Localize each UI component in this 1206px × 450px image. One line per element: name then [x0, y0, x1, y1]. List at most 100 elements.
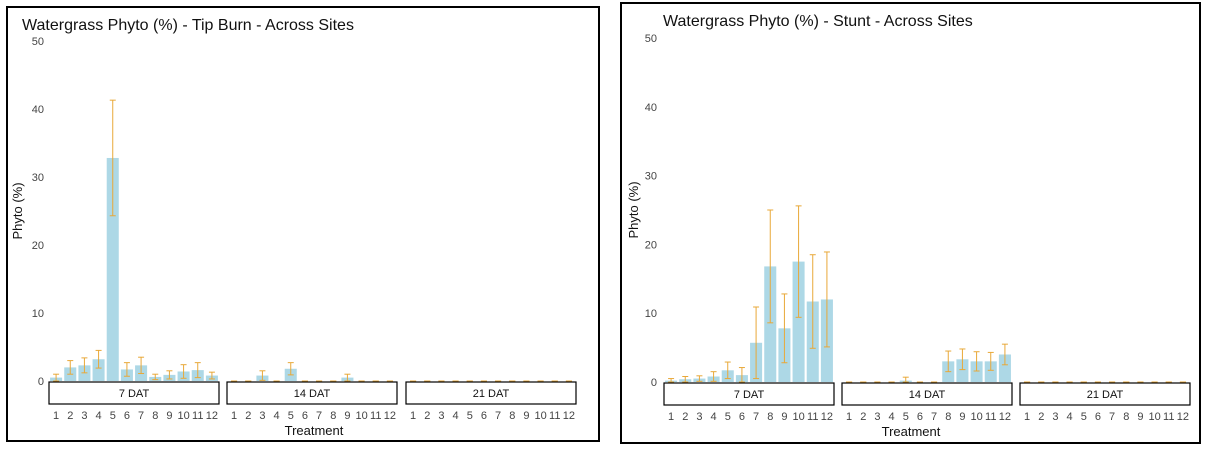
- x-axis-label: Treatment: [285, 423, 344, 438]
- x-tick-label: 3: [1052, 411, 1058, 423]
- x-tick-label: 10: [534, 410, 546, 422]
- y-tick-label: 10: [645, 308, 657, 320]
- chart-title: Watergrass Phyto (%) - Tip Burn - Across…: [22, 17, 354, 34]
- bar: [92, 359, 105, 381]
- x-tick-label: 9: [523, 410, 529, 422]
- x-tick-label: 6: [124, 410, 130, 422]
- x-tick-label: 5: [1081, 411, 1087, 423]
- x-tick-label: 2: [682, 411, 688, 423]
- x-tick-label: 4: [274, 410, 280, 422]
- x-tick-label: 5: [725, 411, 731, 423]
- facet-strip-label: 21 DAT: [1087, 389, 1124, 401]
- x-tick-label: 7: [316, 410, 322, 422]
- x-tick-label: 8: [152, 410, 158, 422]
- y-tick-label: 40: [645, 102, 657, 114]
- x-tick-label: 6: [302, 410, 308, 422]
- facet-strip: [663, 382, 835, 406]
- facet-strip-label: 7 DAT: [119, 388, 150, 400]
- x-tick-label: 1: [1024, 411, 1030, 423]
- y-tick-label: 50: [32, 36, 44, 48]
- x-tick-label: 6: [739, 411, 745, 423]
- x-tick-label: 11: [1163, 411, 1174, 423]
- chart-title: Watergrass Phyto (%) - Stunt - Across Si…: [663, 13, 973, 30]
- x-tick-label: 8: [330, 410, 336, 422]
- x-tick-label: 3: [438, 410, 444, 422]
- x-tick-label: 11: [807, 411, 818, 423]
- bar: [792, 261, 805, 382]
- x-tick-label: 10: [970, 411, 982, 423]
- facet-strip: [1019, 382, 1191, 406]
- x-tick-label: 6: [1095, 411, 1101, 423]
- x-tick-label: 6: [917, 411, 923, 423]
- x-tick-label: 9: [781, 411, 787, 423]
- x-tick-label: 9: [344, 410, 350, 422]
- x-tick-label: 12: [999, 411, 1011, 423]
- x-tick-label: 3: [259, 410, 265, 422]
- x-tick-label: 5: [467, 410, 473, 422]
- x-tick-label: 11: [549, 410, 560, 422]
- x-tick-label: 2: [1038, 411, 1044, 423]
- x-tick-label: 1: [53, 410, 59, 422]
- bar: [970, 361, 983, 382]
- x-tick-label: 12: [563, 410, 575, 422]
- x-tick-label: 8: [945, 411, 951, 423]
- y-tick-label: 30: [32, 172, 44, 184]
- bar: [984, 361, 997, 382]
- x-tick-label: 4: [96, 410, 102, 422]
- x-tick-label: 9: [959, 411, 965, 423]
- x-tick-label: 8: [767, 411, 773, 423]
- x-tick-label: 5: [903, 411, 909, 423]
- y-tick-label: 30: [645, 171, 657, 183]
- x-tick-label: 4: [889, 411, 895, 423]
- x-tick-label: 10: [177, 410, 189, 422]
- x-tick-label: 7: [931, 411, 937, 423]
- x-tick-label: 11: [370, 410, 381, 422]
- x-tick-label: 10: [792, 411, 804, 423]
- bar: [106, 157, 119, 381]
- x-tick-label: 6: [481, 410, 487, 422]
- x-tick-label: 2: [860, 411, 866, 423]
- x-tick-label: 11: [985, 411, 996, 423]
- x-tick-label: 2: [245, 410, 251, 422]
- x-tick-label: 3: [81, 410, 87, 422]
- x-tick-label: 11: [192, 410, 203, 422]
- y-tick-label: 50: [645, 33, 657, 45]
- y-tick-label: 0: [38, 376, 44, 388]
- facet-strip: [841, 382, 1013, 406]
- y-tick-label: 20: [32, 240, 44, 252]
- x-tick-label: 7: [753, 411, 759, 423]
- x-tick-label: 1: [410, 410, 416, 422]
- y-tick-label: 0: [651, 377, 657, 389]
- facet-strip: [48, 381, 220, 405]
- x-tick-label: 1: [231, 410, 237, 422]
- x-tick-label: 4: [711, 411, 717, 423]
- x-tick-label: 9: [166, 410, 172, 422]
- y-tick-label: 10: [32, 308, 44, 320]
- y-axis-label: Phyto (%): [626, 181, 641, 238]
- y-axis-label: Phyto (%): [10, 182, 25, 239]
- x-axis-label: Treatment: [882, 424, 941, 439]
- x-tick-label: 7: [1109, 411, 1115, 423]
- x-tick-label: 1: [846, 411, 852, 423]
- x-tick-label: 5: [288, 410, 294, 422]
- facet-strip-label: 14 DAT: [909, 389, 946, 401]
- x-tick-label: 2: [424, 410, 430, 422]
- x-tick-label: 12: [821, 411, 833, 423]
- chart-panel-stunt: Watergrass Phyto (%) - Stunt - Across Si…: [620, 2, 1201, 444]
- bar: [764, 266, 777, 382]
- x-tick-label: 2: [67, 410, 73, 422]
- x-tick-label: 4: [1067, 411, 1073, 423]
- chart-panel-tip-burn: Watergrass Phyto (%) - Tip Burn - Across…: [6, 6, 600, 442]
- y-tick-label: 40: [32, 104, 44, 116]
- x-tick-label: 4: [453, 410, 459, 422]
- bar: [998, 354, 1011, 382]
- x-tick-label: 1: [668, 411, 674, 423]
- x-tick-label: 3: [874, 411, 880, 423]
- facet-strip-label: 21 DAT: [473, 388, 510, 400]
- bar: [956, 359, 969, 382]
- x-tick-label: 7: [495, 410, 501, 422]
- x-tick-label: 5: [110, 410, 116, 422]
- x-tick-label: 12: [206, 410, 218, 422]
- x-tick-label: 12: [384, 410, 396, 422]
- facet-strip: [226, 381, 398, 405]
